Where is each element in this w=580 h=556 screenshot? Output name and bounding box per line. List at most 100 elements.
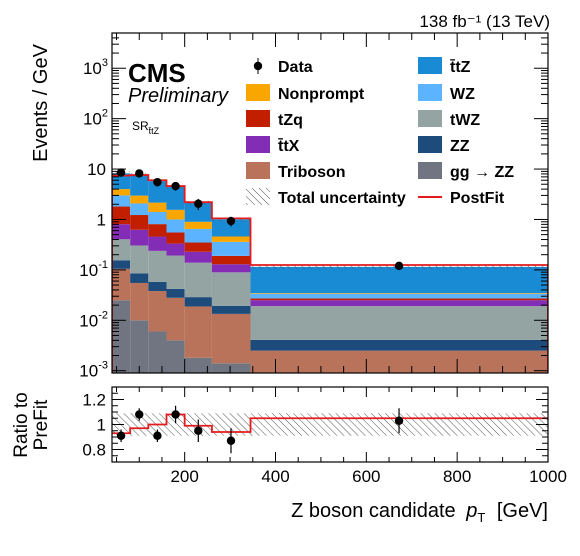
bar-segment <box>112 300 131 373</box>
ratio-y-tick-label: 1 <box>97 416 106 435</box>
bar-segment <box>166 209 185 220</box>
ratio-point <box>194 426 203 435</box>
y-tick-base: 10 <box>79 362 98 381</box>
bar-segment <box>130 320 149 373</box>
bar-segment <box>184 357 212 373</box>
bar-segment <box>184 297 212 307</box>
x-axis-title-var: p <box>465 500 477 522</box>
bar-segment <box>112 260 131 269</box>
x-tick-label: 400 <box>261 467 289 486</box>
bar-segment <box>184 228 212 243</box>
data-point <box>153 177 162 187</box>
legend-item-label: WZ <box>450 86 475 103</box>
series-triboson <box>112 268 548 373</box>
data-point <box>135 169 144 178</box>
y-tick-base: 10 <box>83 59 102 78</box>
bar-segment <box>130 229 149 246</box>
bar-segment <box>166 297 185 341</box>
legend-item-swatch <box>418 110 442 127</box>
ratio-data-points <box>116 405 404 454</box>
bar-segment <box>166 187 185 210</box>
bar-segment <box>211 264 251 273</box>
legend: Data Nonprompt tZq t̄tX Triboson Total uncert… <box>246 57 514 207</box>
x-axis-title-sub: T <box>477 510 485 525</box>
legend-item-swatch <box>246 162 270 179</box>
x-axis-title-text: Z boson candidate <box>291 500 456 522</box>
bar-segment <box>211 272 251 306</box>
legend-item-label: t̄tX <box>278 137 300 155</box>
data-point <box>116 168 126 177</box>
bar-segment <box>184 306 212 358</box>
bar-segment <box>250 306 548 340</box>
legend-item-label: Triboson <box>278 164 346 181</box>
y-tick-exp: 3 <box>102 57 108 69</box>
ratio-axes: 0.8 1 1.2 200 400 600 800 1000 <box>82 386 567 486</box>
legend-unc-swatch <box>246 188 270 205</box>
y-tick-exp: -3 <box>98 360 108 372</box>
y-tick-label: 10-3 <box>79 360 108 381</box>
series-nonprompt <box>112 189 548 294</box>
bar-segment <box>250 300 548 307</box>
bar-segment <box>130 175 149 196</box>
bar-segment <box>184 202 212 222</box>
bar-segment <box>130 203 149 216</box>
ratio-point <box>226 436 236 445</box>
bar-segment <box>166 288 185 298</box>
bar-segment <box>184 242 212 252</box>
bar-segment <box>166 219 185 233</box>
y-tick-base: 10 <box>79 311 98 330</box>
legend-item-swatch <box>418 136 442 153</box>
y-tick-exp: 2 <box>102 108 108 120</box>
bar-segment <box>112 268 131 301</box>
legend-data-label: Data <box>278 59 313 76</box>
data-point <box>394 261 404 271</box>
legend-data-marker <box>253 61 263 71</box>
ratio-y-tick-label: 0.8 <box>82 441 106 460</box>
legend-item-label: tWZ <box>450 112 480 129</box>
y-tick-base: 10 <box>79 261 98 280</box>
bar-segment <box>112 189 131 196</box>
bar-segment <box>130 245 149 274</box>
y-tick-label: 102 <box>83 108 108 129</box>
y-tick-label: 10-1 <box>79 259 108 280</box>
bar-segment <box>211 313 251 364</box>
bar-segment <box>148 281 167 292</box>
legend-item-label: tZq <box>278 112 303 129</box>
legend-item-swatch <box>246 136 270 153</box>
ratio-unc-segment <box>211 413 251 436</box>
legend-item-label: ZZ <box>450 138 470 155</box>
bar-segment <box>211 236 251 242</box>
bar-segment <box>148 236 167 251</box>
bar-segment <box>112 224 131 240</box>
bar-segment <box>250 350 548 373</box>
bar-segment <box>250 266 548 294</box>
bar-segment <box>112 195 131 207</box>
data-points <box>116 168 404 271</box>
data-point <box>171 181 180 191</box>
x-axis-title: Z boson candidate pT [GeV] <box>291 500 548 527</box>
bar-segment <box>211 241 251 256</box>
bar-segment <box>211 255 251 265</box>
bar-segment <box>250 293 548 299</box>
legend-item-swatch <box>418 84 442 101</box>
series-gg-zz <box>112 300 251 373</box>
bar-segment <box>148 202 167 212</box>
stack-layer <box>112 173 548 373</box>
x-tick-label: 1000 <box>529 467 567 486</box>
legend-postfit-label: PostFit <box>450 190 505 207</box>
ratio-point <box>394 416 404 425</box>
legend-item-swatch <box>418 162 442 179</box>
y-tick-label: 103 <box>83 57 108 78</box>
main-frame <box>111 32 549 374</box>
bar-segment <box>211 363 251 373</box>
x-tick-label: 600 <box>352 467 380 486</box>
legend-item-label: t̄tZ <box>450 58 471 76</box>
ratio-point <box>135 410 144 419</box>
x-tick-label: 800 <box>443 467 471 486</box>
bar-segment <box>184 251 212 263</box>
ratio-y-tick-label: 1.2 <box>82 391 106 410</box>
y-tick-exp: -2 <box>98 309 108 321</box>
ratio-y-title-line1: Ratio to <box>11 392 32 457</box>
region-label: SRt̄tZ <box>132 119 160 136</box>
